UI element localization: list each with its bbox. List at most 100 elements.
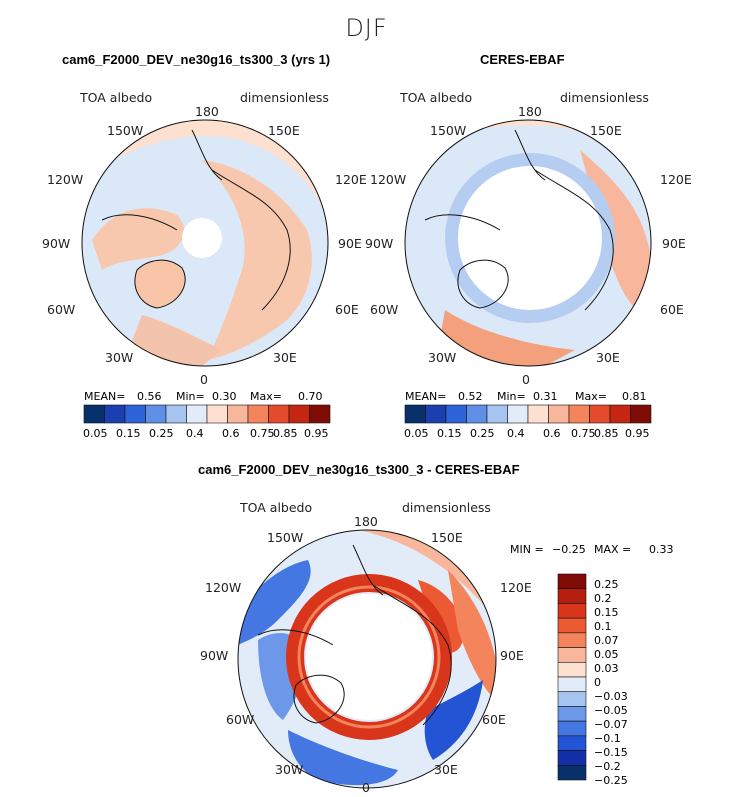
panel1-mean-value: 0.56 <box>137 390 162 403</box>
panel3-lon-150w: 150W <box>267 530 304 545</box>
panel2-lon-90e: 90E <box>662 236 686 251</box>
colorbar-swatch <box>288 404 310 424</box>
panel2-lon-60e: 60E <box>660 302 684 317</box>
colorbar-swatch <box>557 706 587 722</box>
panel1-lon-30w: 30W <box>105 350 134 365</box>
panel1-lon-0: 0 <box>200 372 208 387</box>
panel3-missing-pole <box>306 594 432 720</box>
panel2-cb-label-1: 0.15 <box>437 427 462 440</box>
colorbar-swatch <box>557 617 587 634</box>
colorbar-swatch <box>548 404 570 424</box>
panel3-cb-label-10: −0.07 <box>594 718 628 731</box>
panel1-colorbar <box>83 404 331 424</box>
panel3-max-value: 0.33 <box>649 543 674 556</box>
colorbar-swatch <box>557 735 587 751</box>
panel2-cb-label-2: 0.25 <box>470 427 495 440</box>
season-title: DJF <box>345 14 388 42</box>
panel2-cb-label-3: 0.4 <box>507 427 525 440</box>
panel2-lon-180: 180 <box>518 104 542 119</box>
panel2-lon-150w: 150W <box>430 123 467 138</box>
panel2-lon-150e: 150E <box>590 123 622 138</box>
colorbar-swatch <box>404 404 426 424</box>
panel1-variable: TOA albedo <box>80 90 153 105</box>
panel3-max-label: MAX = <box>594 543 632 556</box>
panel1-eurasia <box>202 160 312 360</box>
colorbar-swatch <box>165 404 187 424</box>
panel2-colorbar <box>404 404 652 424</box>
panel2-lon-30w: 30W <box>428 350 457 365</box>
colorbar-swatch <box>557 588 587 604</box>
panel3-positive-ring <box>286 574 452 740</box>
panel3-variable: TOA albedo <box>240 500 313 515</box>
panel3-cb-label-1: 0.2 <box>594 592 612 605</box>
colorbar-swatch <box>186 404 208 424</box>
panel1-lon-180: 180 <box>195 104 219 119</box>
panel1-cb-label-1: 0.15 <box>116 427 141 440</box>
colorbar-swatch <box>557 750 587 766</box>
panel1-units: dimensionless <box>240 90 329 105</box>
panel3-cb-label-6: 0.03 <box>594 662 619 675</box>
panel1-ocean-high-albedo <box>82 120 328 220</box>
panel1-cb-label-5: 0.75 <box>250 427 275 440</box>
panel3-cb-label-13: −0.2 <box>594 760 621 773</box>
panel3-title: cam6_F2000_DEV_ne30g16_ts300_3 - CERES-E… <box>198 462 520 477</box>
panel3-cb-label-0: 0.25 <box>594 578 619 591</box>
panel2-mean-value: 0.52 <box>458 390 483 403</box>
panel2-cb-label-5: 0.75 <box>571 427 596 440</box>
panel2-low-albedo-ring <box>445 153 615 323</box>
colorbar-swatch <box>557 661 587 678</box>
panel3-cb-label-3: 0.1 <box>594 620 612 633</box>
colorbar-swatch <box>557 691 587 707</box>
panel1-cb-label-6: 0.85 <box>273 427 298 440</box>
colorbar-swatch <box>104 404 126 424</box>
colorbar-swatch <box>609 404 631 424</box>
colorbar-swatch <box>445 404 467 424</box>
panel2-max-value: 0.81 <box>622 390 647 403</box>
panel3-lon-60w: 60W <box>226 712 255 727</box>
panel2-max-label: Max= <box>575 390 607 403</box>
panel3-cb-label-7: 0 <box>594 676 601 689</box>
colorbar-swatch <box>557 764 587 781</box>
panel1-cb-label-3: 0.4 <box>186 427 204 440</box>
panel1-lon-150w: 150W <box>107 123 144 138</box>
colorbar-swatch <box>268 404 290 424</box>
panel3-lon-150e: 150E <box>431 530 463 545</box>
panel1-coastline <box>101 129 291 311</box>
panel2-coastline <box>424 129 614 311</box>
panel3-cb-label-12: −0.15 <box>594 746 628 759</box>
panel3-atlantic-cold <box>288 730 398 786</box>
panel2-cb-label-7: 0.95 <box>625 427 650 440</box>
panel3-cb-label-9: −0.05 <box>594 704 628 717</box>
panel1-lon-30e: 30E <box>273 350 297 365</box>
panel2-variable: TOA albedo <box>400 90 473 105</box>
panel2-cb-label-6: 0.85 <box>594 427 619 440</box>
panel2-mean-label: MEAN= <box>405 390 447 403</box>
panel3-cb-label-11: −0.1 <box>594 732 621 745</box>
panel3-lon-120e: 120E <box>500 580 532 595</box>
panel1-max-label: Max= <box>250 390 282 403</box>
colorbar-swatch <box>557 720 587 737</box>
colorbar-swatch <box>527 404 549 424</box>
panel1-lon-90e: 90E <box>338 236 362 251</box>
panel3-cb-label-2: 0.15 <box>594 606 619 619</box>
panel1-lon-90w: 90W <box>42 236 71 251</box>
panel3-na-cold <box>238 560 311 645</box>
panel2-title: CERES-EBAF <box>480 52 565 67</box>
panel2-missing-pole <box>458 166 602 310</box>
colorbar-swatch <box>557 573 587 590</box>
panel1-north-america <box>92 208 185 270</box>
panel2-polar-map <box>404 119 652 367</box>
panel3-ring-inner-band <box>297 585 441 729</box>
panel3-cb-label-8: −0.03 <box>594 690 628 703</box>
panel3-min-value: −0.25 <box>552 543 586 556</box>
colorbar-swatch <box>145 404 167 424</box>
panel1-greenland <box>134 260 186 308</box>
panel2-lon-120w: 120W <box>370 172 407 187</box>
panel3-colorbar <box>557 573 587 781</box>
panel1-min-value: 0.30 <box>212 390 237 403</box>
colorbar-swatch <box>507 404 529 424</box>
panel1-lon-120e: 120E <box>335 172 367 187</box>
panel3-coastline <box>257 544 452 726</box>
panel2-units: dimensionless <box>560 90 649 105</box>
panel3-lon-30w: 30W <box>275 762 304 777</box>
